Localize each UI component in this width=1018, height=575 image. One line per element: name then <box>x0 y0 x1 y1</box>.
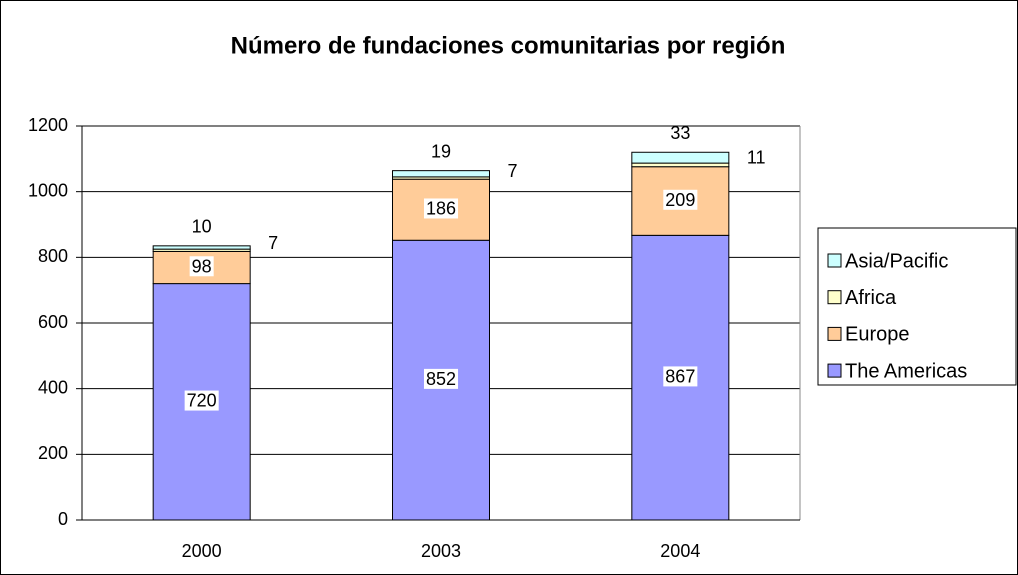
legend-swatch <box>827 253 842 268</box>
x-tick-label: 2000 <box>182 541 222 561</box>
data-label-bg <box>663 366 698 387</box>
legend-swatch <box>827 290 842 305</box>
data-label: 7 <box>508 161 518 181</box>
y-tick-label: 1200 <box>28 115 68 135</box>
legend-label: The Americas <box>845 360 967 382</box>
data-label: 720 <box>187 391 217 411</box>
bar-segment <box>631 162 730 168</box>
data-label-bg <box>663 189 698 210</box>
y-tick-label: 400 <box>38 377 68 397</box>
data-label: 33 <box>670 123 690 143</box>
legend-swatch <box>827 326 842 341</box>
y-tick-label: 800 <box>38 246 68 266</box>
data-label: 98 <box>192 256 212 276</box>
data-label-bg <box>423 198 459 219</box>
y-tick-label: 600 <box>38 312 68 332</box>
data-label: 11 <box>747 148 766 168</box>
bar-segment <box>152 245 251 250</box>
bar-segment <box>392 170 490 178</box>
legend-box <box>817 227 1017 386</box>
data-label: 10 <box>192 217 212 237</box>
y-tick-label: 1000 <box>28 180 68 200</box>
bar-segment <box>631 151 730 164</box>
data-label: 186 <box>426 198 456 218</box>
data-label-bg <box>184 390 219 411</box>
y-tick-label: 200 <box>38 443 68 463</box>
x-tick-label: 2004 <box>660 541 700 561</box>
data-label: 19 <box>431 141 451 161</box>
data-label: 7 <box>268 233 278 253</box>
data-label-bg <box>189 256 214 277</box>
data-label: 852 <box>426 369 456 389</box>
legend-label: Asia/Pacific <box>845 250 948 272</box>
y-tick-label: 0 <box>58 509 68 529</box>
chart-title: Número de fundaciones comunitarias por r… <box>231 32 786 59</box>
data-label-bg <box>423 368 459 389</box>
legend-label: Africa <box>845 287 897 309</box>
x-tick-label: 2003 <box>421 541 461 561</box>
data-label: 867 <box>665 366 695 386</box>
legend-label: Europe <box>845 324 910 346</box>
legend-swatch <box>827 363 842 378</box>
data-label: 209 <box>665 190 695 210</box>
